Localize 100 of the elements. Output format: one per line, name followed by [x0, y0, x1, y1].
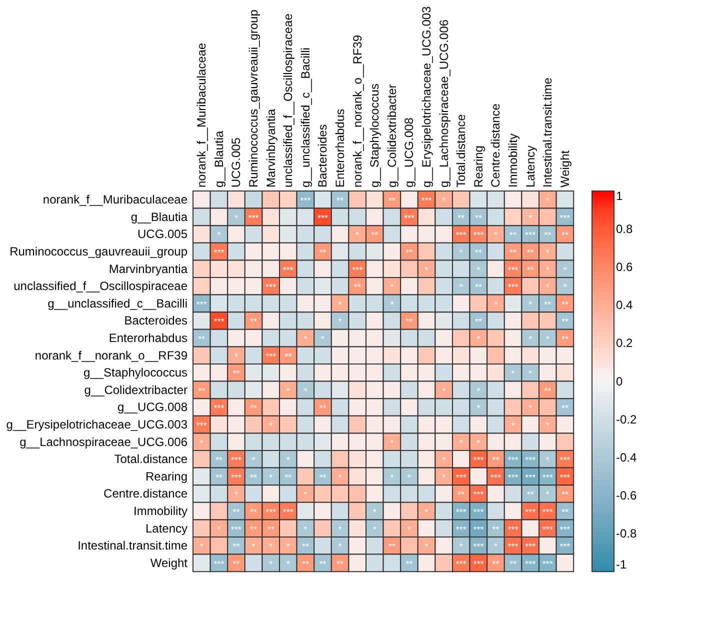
- y-tick-label: Immobility: [134, 504, 188, 518]
- data-label: **: [319, 248, 327, 258]
- data-label: **: [388, 196, 396, 206]
- x-tick-label: g__Staphylococcus: [368, 84, 382, 188]
- data-label: *: [234, 212, 238, 223]
- data-label: **: [215, 455, 223, 466]
- y-tick-label: Ruminococcus_gauvreauii_group: [10, 244, 188, 259]
- data-label: *: [442, 472, 446, 482]
- data-label: ***: [473, 558, 484, 569]
- data-label: **: [510, 230, 518, 240]
- x-tick-label: Intestinal.transit.time: [540, 77, 555, 188]
- data-label: **: [561, 230, 569, 240]
- data-label: *: [546, 420, 550, 431]
- data-label: *: [338, 524, 342, 534]
- data-label: **: [526, 490, 534, 500]
- data-label: ***: [282, 264, 294, 275]
- data-label: *: [356, 230, 360, 240]
- data-label: *: [546, 455, 550, 466]
- data-label: **: [492, 558, 500, 569]
- data-label: ***: [508, 282, 519, 292]
- y-tick-label: g__UCG.008: [118, 400, 188, 414]
- data-label: **: [492, 455, 500, 466]
- data-label: **: [510, 248, 518, 258]
- data-label: ***: [560, 524, 571, 534]
- data-label: **: [232, 507, 240, 518]
- data-label: **: [319, 472, 327, 482]
- data-label: *: [286, 455, 290, 466]
- data-label: *: [338, 316, 342, 327]
- data-label: ***: [508, 455, 519, 466]
- data-label: *: [424, 264, 429, 275]
- x-tick-label: Weight: [558, 150, 572, 188]
- data-label: *: [407, 472, 412, 482]
- data-label: ***: [266, 351, 277, 362]
- data-label: *: [528, 299, 533, 310]
- data-label: *: [459, 282, 464, 292]
- data-label: ***: [214, 558, 225, 569]
- data-label: ***: [508, 264, 519, 275]
- data-label: *: [442, 196, 446, 206]
- data-label: *: [476, 264, 481, 275]
- data-label: *: [304, 386, 308, 396]
- data-label: **: [198, 334, 206, 344]
- color-bar-label: -0.8: [616, 526, 637, 541]
- y-tick-label: Centre.distance: [104, 486, 188, 501]
- data-label: *: [459, 542, 464, 552]
- data-label: *: [390, 472, 394, 482]
- x-tick-label: UCG.005: [229, 137, 244, 188]
- data-label: *: [459, 248, 464, 258]
- data-label: *: [252, 542, 256, 552]
- data-label: *: [320, 334, 325, 344]
- data-label: **: [250, 472, 258, 482]
- data-label: **: [561, 334, 569, 344]
- data-label: ***: [231, 455, 242, 466]
- data-label: *: [217, 230, 222, 240]
- data-label: **: [544, 386, 552, 396]
- data-label: **: [458, 490, 466, 500]
- color-bar-label: -1: [616, 558, 627, 572]
- data-label: ***: [248, 212, 260, 223]
- data-label: *: [217, 524, 222, 534]
- data-label: **: [544, 299, 552, 310]
- data-label: ***: [508, 542, 519, 552]
- x-tick-label: Immobility: [506, 134, 520, 188]
- data-label: ***: [456, 524, 467, 534]
- data-label: ***: [196, 299, 208, 310]
- data-label: *: [494, 230, 498, 240]
- data-label: *: [252, 455, 256, 466]
- y-tick-label: g__Colidextribacter: [84, 382, 188, 397]
- data-label: *: [269, 558, 274, 569]
- y-tick-label: UCG.005: [138, 227, 188, 242]
- data-label: **: [354, 282, 362, 292]
- data-label: **: [561, 403, 569, 414]
- data-label: ***: [525, 472, 536, 482]
- data-label: *: [442, 386, 446, 396]
- data-label: *: [338, 299, 342, 310]
- data-label: ***: [456, 507, 467, 518]
- data-label: *: [269, 420, 274, 431]
- data-label: *: [528, 212, 533, 223]
- data-label: *: [528, 403, 533, 414]
- data-label: **: [250, 507, 258, 518]
- data-label: *: [286, 386, 290, 396]
- data-label: *: [200, 438, 204, 448]
- data-label: *: [372, 507, 377, 518]
- data-label: *: [269, 472, 274, 482]
- data-label: *: [494, 542, 498, 552]
- data-label: *: [286, 542, 290, 552]
- data-label: ***: [525, 455, 536, 466]
- y-tick-label: g__Blautia: [130, 210, 188, 224]
- data-label: *: [546, 490, 550, 500]
- data-label: ***: [317, 212, 328, 223]
- color-bar-label: -0.2: [616, 412, 637, 426]
- x-tick-label: Enterorhabdus: [333, 108, 348, 188]
- data-label: ***: [473, 524, 484, 534]
- data-label: **: [406, 248, 414, 258]
- data-label: ***: [300, 196, 312, 206]
- data-label: **: [561, 490, 569, 500]
- data-label: ***: [282, 507, 294, 518]
- x-tick-label: g__UCG.008: [402, 117, 416, 188]
- x-tick-label: Centre.distance: [488, 103, 503, 188]
- data-label: ***: [560, 212, 571, 223]
- data-label: **: [319, 558, 327, 569]
- y-tick-label: Total.distance: [114, 452, 188, 466]
